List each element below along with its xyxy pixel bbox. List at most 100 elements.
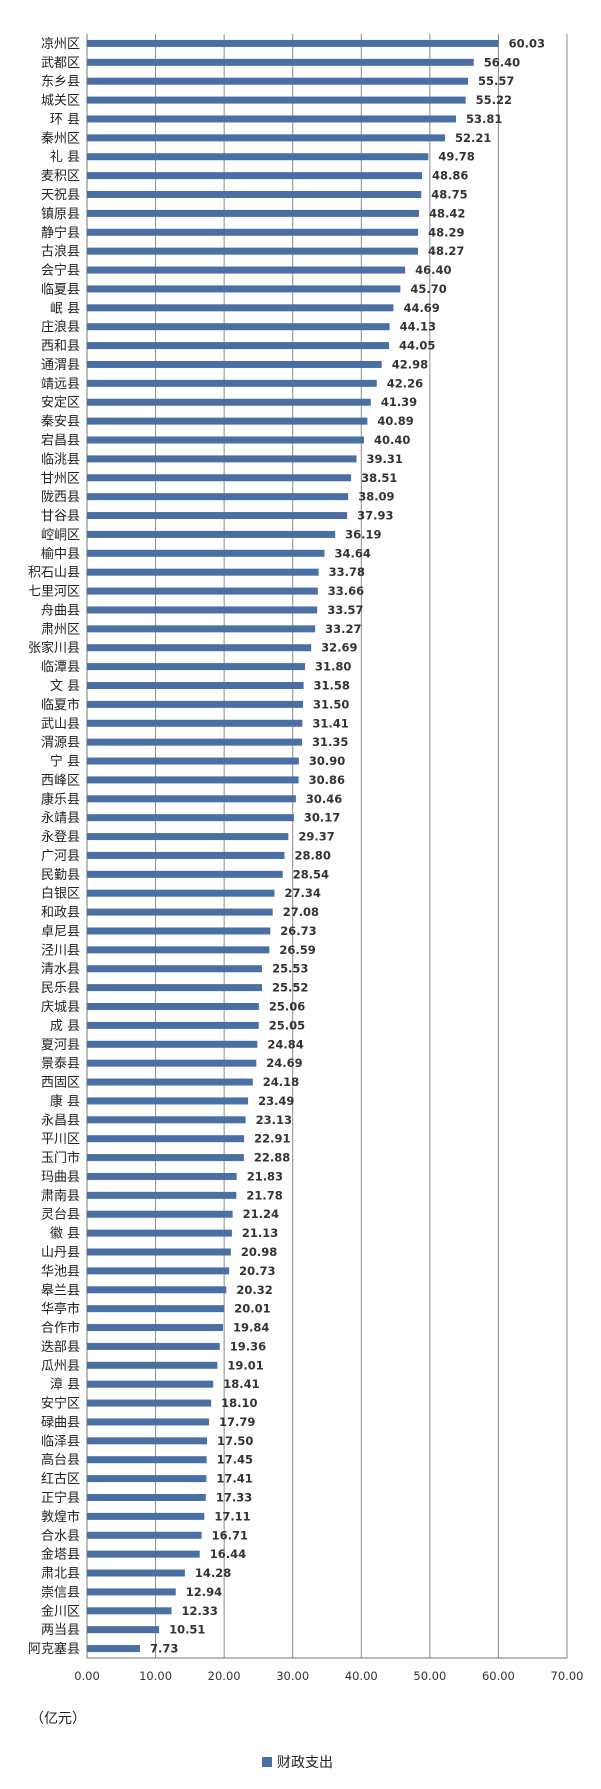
value-label: 26.73	[280, 924, 316, 938]
category-label: 卓尼县	[41, 924, 80, 939]
value-label: 37.93	[357, 509, 393, 523]
bar	[87, 1645, 141, 1653]
bar	[87, 1324, 224, 1332]
category-label: 迭部县	[41, 1340, 80, 1355]
category-label: 古浪县	[41, 245, 80, 260]
bar	[87, 96, 466, 104]
x-tick-label: 10.00	[139, 1669, 172, 1683]
bar	[87, 663, 306, 671]
category-label: 西固区	[41, 1076, 80, 1091]
bar	[87, 549, 325, 557]
bar	[87, 115, 456, 123]
bar	[87, 1059, 257, 1067]
bar	[87, 1154, 244, 1162]
category-label: 麦积区	[41, 169, 80, 184]
bar	[87, 1418, 209, 1426]
category-label: 景泰县	[41, 1057, 80, 1072]
category-label: 泾川县	[41, 943, 80, 958]
bar	[87, 379, 377, 387]
value-label: 31.50	[313, 697, 349, 711]
bar	[87, 1531, 202, 1539]
value-label: 24.84	[267, 1037, 303, 1051]
category-label: 和政县	[41, 906, 80, 921]
category-label: 夏河县	[41, 1038, 80, 1053]
value-labels: 60.03 56.40 55.57 55.22 53.81 52.21 49.78 48.86…	[150, 36, 545, 1655]
value-label: 42.26	[387, 376, 423, 390]
bar	[87, 1286, 227, 1294]
value-label: 40.40	[374, 433, 410, 447]
bar	[87, 1399, 212, 1407]
category-label: 岷 县	[50, 301, 80, 316]
category-label: 东乡县	[41, 75, 80, 90]
x-tick-label: 40.00	[345, 1669, 378, 1683]
bar	[87, 474, 352, 482]
value-label: 45.70	[410, 282, 446, 296]
value-label: 34.64	[335, 546, 371, 560]
bar	[87, 455, 357, 463]
category-label: 合水县	[41, 1529, 80, 1544]
value-label: 31.41	[312, 716, 348, 730]
bar	[87, 228, 419, 236]
bar	[87, 398, 371, 406]
value-label: 17.11	[214, 1509, 250, 1523]
category-label: 安宁区	[41, 1396, 80, 1412]
bar	[87, 1116, 246, 1124]
value-label: 41.39	[381, 395, 417, 409]
bar	[87, 700, 303, 708]
category-label: 玉门市	[41, 1150, 80, 1166]
category-label: 碌曲县	[41, 1415, 80, 1430]
value-label: 40.89	[377, 414, 413, 428]
bar	[87, 1040, 258, 1048]
category-label: 广河县	[41, 849, 80, 864]
value-label: 33.27	[325, 622, 361, 636]
value-label: 33.66	[328, 584, 364, 598]
category-label: 张家川县	[28, 640, 80, 656]
value-label: 19.84	[233, 1321, 269, 1335]
category-label: 通渭县	[41, 358, 80, 373]
category-label: 陇西县	[41, 490, 80, 505]
bar	[87, 134, 446, 142]
category-label: 康 县	[50, 1093, 80, 1109]
x-tick-label: 60.00	[482, 1669, 515, 1683]
bar	[87, 1493, 206, 1501]
value-label: 21.83	[247, 1169, 283, 1183]
value-label: 56.40	[484, 55, 520, 69]
category-label: 民乐县	[41, 981, 80, 996]
value-label: 21.24	[243, 1207, 279, 1221]
category-label: 崇信县	[41, 1585, 80, 1600]
category-label: 两当县	[41, 1623, 80, 1638]
bar	[87, 1550, 200, 1558]
bar	[87, 738, 302, 746]
legend-label: 财政支出	[277, 1755, 333, 1771]
value-label: 16.71	[212, 1528, 248, 1542]
category-label: 西和县	[41, 339, 80, 354]
bar	[87, 1210, 233, 1218]
value-label: 12.33	[182, 1604, 218, 1618]
category-label: 镇原县	[41, 207, 80, 222]
category-label: 崆峒区	[41, 528, 80, 543]
category-label: 秦州区	[41, 131, 80, 146]
bar	[87, 1626, 160, 1634]
value-label: 24.18	[263, 1075, 299, 1089]
value-label: 28.54	[293, 867, 329, 881]
value-label: 30.86	[309, 773, 345, 787]
category-label: 礼 县	[50, 149, 80, 165]
category-label: 宕昌县	[41, 434, 80, 449]
bar	[87, 1248, 231, 1256]
category-label: 临夏县	[41, 282, 80, 297]
category-label: 甘谷县	[41, 509, 80, 524]
category-label: 榆中县	[41, 547, 80, 562]
category-label: 皋兰县	[41, 1283, 80, 1298]
x-tick-label: 20.00	[208, 1669, 241, 1683]
category-label: 凉州区	[41, 37, 80, 52]
bar	[87, 1512, 205, 1520]
bar	[87, 889, 275, 897]
category-label: 玛曲县	[41, 1170, 80, 1185]
value-label: 31.80	[315, 660, 351, 674]
category-label: 武山县	[41, 717, 80, 732]
bar	[87, 342, 390, 350]
category-label: 阿克塞县	[28, 1641, 80, 1657]
category-label: 西峰区	[41, 773, 80, 788]
x-tick-label: 50.00	[413, 1669, 446, 1683]
